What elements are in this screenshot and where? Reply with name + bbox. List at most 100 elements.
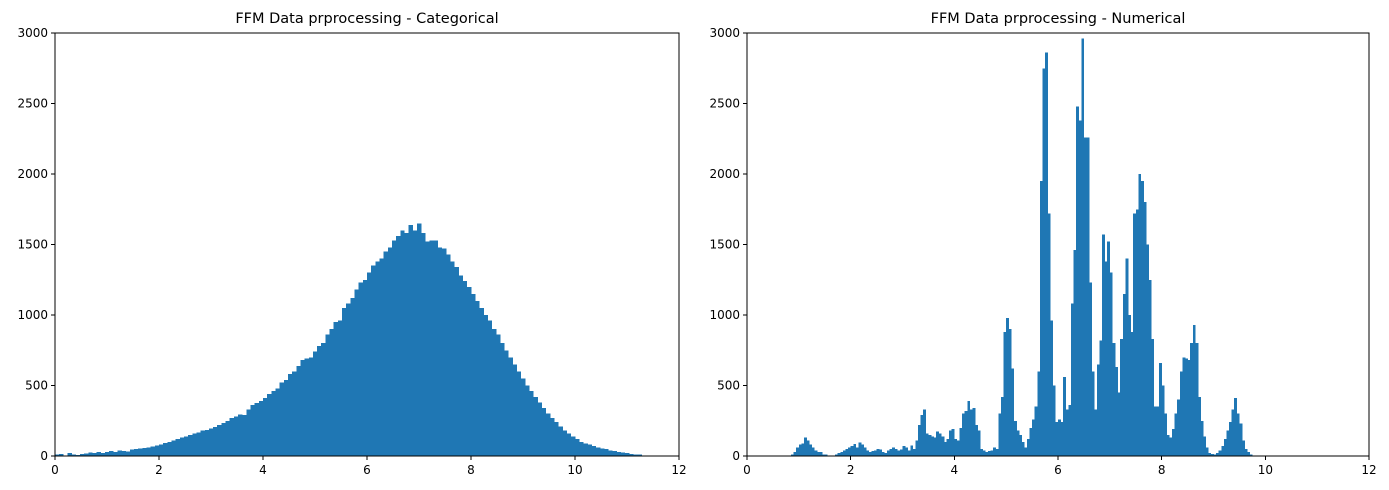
- histogram-bar: [1094, 409, 1098, 456]
- histogram-bar: [624, 453, 630, 456]
- histogram-bar: [379, 258, 384, 456]
- histogram-bar: [835, 454, 839, 456]
- histogram-bar: [1078, 120, 1082, 457]
- histogram-bar: [412, 230, 418, 456]
- histogram-bar: [816, 451, 820, 456]
- histogram-bar: [1205, 447, 1209, 456]
- histogram-bar: [1133, 213, 1137, 456]
- histogram-bar: [1120, 338, 1124, 456]
- histogram-bar: [121, 451, 127, 456]
- histogram-bar: [1003, 331, 1007, 456]
- histogram-bar: [868, 451, 872, 456]
- histogram-bar: [292, 371, 297, 456]
- histogram-bar: [866, 450, 870, 456]
- histogram-bar: [1024, 447, 1028, 456]
- histogram-bar: [371, 265, 376, 456]
- histogram-bar: [988, 451, 991, 456]
- x-tick-label: 4: [259, 463, 267, 477]
- histogram-bar: [491, 329, 497, 456]
- histogram-bar: [1052, 385, 1056, 456]
- histogram-bar: [466, 286, 472, 456]
- histogram-bar: [819, 451, 823, 456]
- histogram-bar: [583, 443, 588, 456]
- histogram-bar: [342, 307, 347, 456]
- histogram-bar: [529, 391, 534, 456]
- histogram-bar: [308, 357, 314, 456]
- histogram-bar: [238, 414, 243, 456]
- histogram-bar: [842, 450, 846, 456]
- histogram-bar: [1213, 454, 1217, 456]
- histogram-bar: [1223, 439, 1227, 456]
- histogram-bar: [208, 428, 214, 456]
- histogram-bar: [1221, 446, 1225, 456]
- histogram-bar: [796, 447, 800, 456]
- histogram-bar: [629, 453, 634, 456]
- histogram-bar: [1099, 340, 1103, 456]
- histogram-bar: [258, 401, 264, 456]
- histogram-bar: [1089, 282, 1092, 456]
- histogram-bar: [801, 443, 805, 456]
- histogram-bar: [920, 415, 924, 456]
- chart-title-categorical: FFM Data prprocessing - Categorical: [235, 11, 498, 27]
- histogram-bar: [1195, 343, 1199, 456]
- histogram-bar: [892, 447, 896, 456]
- histogram-bar: [1135, 209, 1139, 456]
- histogram-bar: [1140, 181, 1144, 457]
- histogram-bar: [897, 450, 901, 456]
- histogram-bar: [1156, 406, 1160, 456]
- categorical-histogram-panel: FFM Data prprocessing - Categorical 0 500…: [17, 11, 686, 477]
- histogram-bar: [204, 429, 210, 456]
- histogram-bar: [221, 422, 226, 456]
- histogram-bar: [1016, 430, 1020, 456]
- histogram-bar: [441, 248, 447, 456]
- histogram-bar: [1143, 202, 1147, 456]
- histogram-bar: [450, 261, 455, 456]
- histogram-bar: [287, 374, 293, 456]
- histogram-bar: [421, 233, 426, 456]
- histogram-bar: [1166, 434, 1170, 456]
- histogram-bar: [1174, 413, 1178, 456]
- histogram-bar: [822, 454, 826, 456]
- histogram-bar: [142, 447, 147, 456]
- histogram-bar: [159, 444, 164, 456]
- histogram-bar: [886, 450, 890, 456]
- histogram-bar: [985, 451, 989, 456]
- histogram-bar: [225, 420, 231, 456]
- histogram-bar: [84, 453, 89, 456]
- histogram-bar: [554, 422, 559, 456]
- histogram-bar: [263, 398, 268, 456]
- histogram-bar: [125, 451, 131, 456]
- histogram-bar: [167, 441, 172, 456]
- y-tick-label: 3000: [17, 26, 48, 40]
- x-tick-label: 10: [567, 463, 582, 477]
- histogram-bar: [1006, 317, 1010, 456]
- x-tick-label: 2: [155, 463, 163, 477]
- histogram-bar: [1130, 331, 1134, 456]
- histogram-bar: [871, 451, 875, 456]
- histogram-bar: [154, 445, 160, 456]
- histogram-bar: [633, 454, 638, 456]
- histogram-bar: [1037, 371, 1041, 456]
- histogram-bar: [848, 447, 851, 456]
- histogram-bar: [446, 254, 451, 456]
- histogram-bar: [217, 424, 222, 456]
- histogram-bar: [242, 415, 247, 456]
- histogram-bar: [850, 446, 854, 456]
- histogram-bar: [1138, 174, 1142, 456]
- histogram-bar: [923, 409, 927, 456]
- histogram-bar: [213, 427, 218, 456]
- y-tick-label: 0: [732, 449, 740, 463]
- histogram-bar: [861, 444, 864, 456]
- x-tick-label: 2: [847, 463, 855, 477]
- y-tick-label: 1000: [709, 308, 740, 322]
- histogram-bar: [188, 434, 193, 456]
- histogram-bar: [541, 408, 547, 456]
- histogram-bar: [1076, 106, 1080, 456]
- histogram-bar: [931, 436, 934, 456]
- histogram-bar: [146, 447, 151, 456]
- histogram-bar: [533, 396, 538, 456]
- histogram-bar: [975, 424, 978, 456]
- histogram-bar: [1192, 324, 1196, 456]
- histogram-bar: [283, 379, 289, 456]
